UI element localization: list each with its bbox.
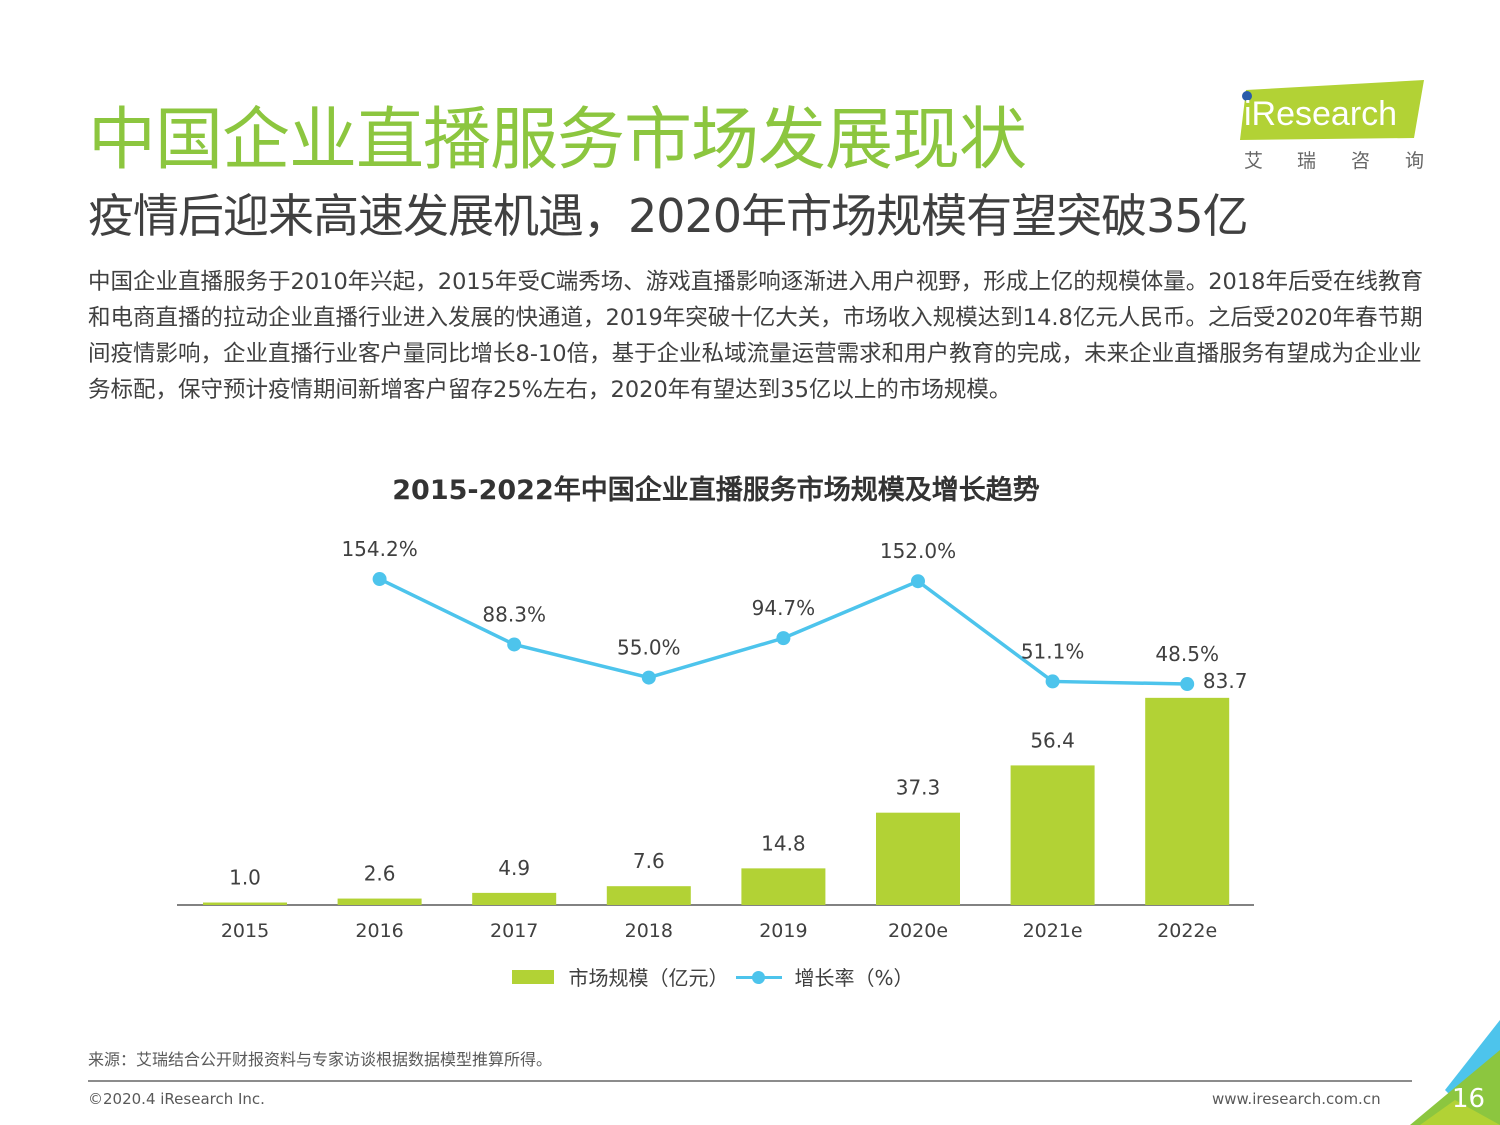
x-tick-label: 2017	[490, 920, 538, 942]
corner-decoration	[1410, 1020, 1500, 1125]
growth-value-label: 51.1%	[1021, 639, 1085, 663]
page-subtitle: 疫情后迎来高速发展机遇，2020年市场规模有望突破35亿	[88, 189, 1249, 243]
x-tick-label: 2018	[625, 920, 673, 942]
iresearch-logo: iResearch	[1238, 78, 1428, 173]
growth-point	[372, 572, 387, 587]
bar-value-label: 4.9	[498, 856, 530, 880]
growth-value-label: 152.0%	[880, 539, 956, 563]
growth-value-label: 88.3%	[482, 602, 546, 626]
bar-2018	[606, 886, 691, 905]
growth-value-label: 94.7%	[752, 596, 816, 620]
page-number: 16	[1452, 1084, 1486, 1114]
bar-2017	[472, 892, 557, 905]
x-tick-label: 2015	[221, 920, 269, 942]
legend-bar-label: 市场规模（亿元）	[568, 966, 729, 990]
body-text: 中国企业直播服务于2010年兴起，2015年受C端秀场、游戏直播影响逐渐进入用户…	[88, 269, 1423, 403]
source-note: 来源：艾瑞结合公开财报资料与专家访谈根据数据模型推算所得。	[88, 1050, 553, 1069]
x-tick-label: 2021e	[1023, 920, 1083, 942]
logo-text: iResearch	[1244, 95, 1397, 133]
chart-title: 2015-2022年中国企业直播服务市场规模及增长趋势	[392, 475, 1040, 506]
legend-bar-swatch	[512, 969, 555, 984]
logo-cn-1: 艾	[1244, 150, 1264, 172]
website-link[interactable]: www.iresearch.com.cn	[1212, 1090, 1381, 1108]
bar-value-label: 14.8	[761, 831, 806, 855]
bar-2019	[741, 868, 826, 905]
growth-value-label: 48.5%	[1155, 642, 1219, 666]
growth-value-label: 55.0%	[617, 636, 681, 660]
bar-2016	[337, 898, 422, 905]
bar-2021e	[1010, 765, 1095, 905]
logo-cn-4: 询	[1405, 150, 1425, 172]
x-tick-label: 2020e	[888, 920, 948, 942]
legend: 市场规模（亿元） 增长率（%）	[0, 962, 1426, 991]
bar-value-label: 7.6	[633, 849, 665, 873]
logo-cn-3: 咨	[1351, 150, 1371, 172]
legend-line-swatch	[736, 965, 783, 989]
bar-value-label: 83.7	[1203, 669, 1248, 693]
page-title: 中国企业直播服务市场发展现状	[88, 101, 1027, 180]
copyright: ©2020.4 iResearch Inc.	[88, 1090, 265, 1108]
legend-line-label: 增长率（%）	[794, 966, 914, 990]
bar-2015	[203, 902, 287, 905]
bar-value-label: 56.4	[1030, 728, 1075, 752]
bar-value-label: 37.3	[896, 776, 941, 800]
footer-divider	[88, 1080, 1412, 1082]
bar-2022e	[1145, 697, 1230, 905]
growth-point	[507, 637, 522, 652]
growth-value-label: 154.2%	[341, 537, 417, 561]
logo-cn-2: 瑞	[1297, 150, 1317, 172]
x-tick-label: 2019	[759, 920, 807, 942]
chart: 2015 1.0 2016 2.6 2017 4.9 2018 7.6 2019 14.8 2020…	[177, 537, 1254, 942]
bar-value-label: 1.0	[229, 866, 261, 890]
growth-point	[776, 631, 791, 646]
growth-point	[1045, 674, 1060, 689]
bar-value-label: 2.6	[364, 862, 396, 886]
bar-2020e	[876, 812, 960, 905]
x-tick-label: 2016	[355, 920, 403, 942]
growth-point	[911, 574, 925, 589]
growth-point	[641, 670, 656, 685]
x-tick-label: 2022e	[1157, 920, 1217, 942]
growth-point	[1180, 677, 1195, 692]
